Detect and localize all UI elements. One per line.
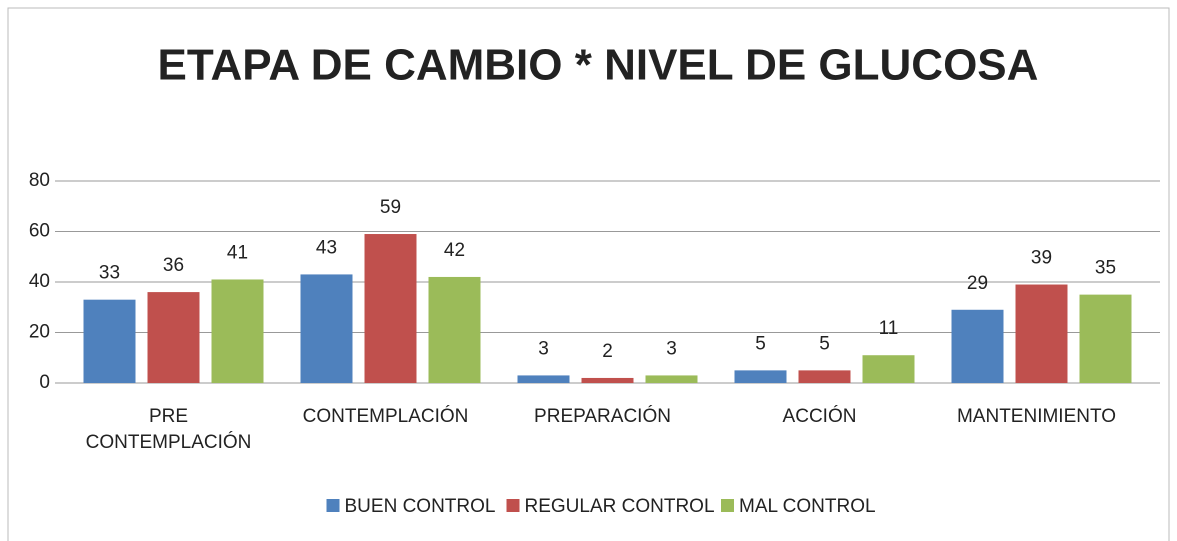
y-tick-label: 40 (29, 271, 50, 292)
data-label: 35 (1095, 258, 1116, 279)
x-tick-label: MANTENIMIENTO (956, 406, 1117, 427)
chart-border (7, 7, 1170, 541)
data-label: 3 (666, 338, 677, 359)
y-tick-label: 20 (29, 322, 50, 343)
x-tick-label: PRE CONTEMPLACIÓN (85, 406, 252, 453)
data-label: 29 (967, 273, 988, 294)
data-label: 5 (819, 333, 830, 354)
bar (428, 276, 481, 383)
bar (951, 309, 1004, 383)
bar (83, 299, 136, 383)
bar (862, 355, 915, 383)
bar (798, 370, 851, 383)
y-tick-label: 60 (29, 221, 50, 242)
data-label: 2 (602, 341, 613, 362)
data-label: 5 (755, 333, 766, 354)
data-label: 43 (316, 237, 337, 258)
y-tick-label: 0 (39, 372, 50, 393)
data-label: 36 (163, 255, 184, 276)
bar (1015, 284, 1068, 383)
bar (517, 375, 570, 383)
legend-label: BUEN CONTROL (345, 496, 496, 517)
legend-swatch (326, 499, 340, 512)
x-tick-label: PREPARACIÓN (534, 406, 671, 427)
legend-label: MAL CONTROL (739, 496, 876, 517)
bar (581, 377, 634, 383)
x-tick-label: ACCIÓN (782, 406, 857, 427)
data-label: 3 (538, 338, 549, 359)
data-label: 33 (99, 263, 120, 284)
data-label: 11 (879, 318, 899, 339)
legend-swatch (506, 499, 520, 512)
chart-title: ETAPA DE CAMBIO * NIVEL DE GLUCOSA (158, 41, 1039, 90)
legend-swatch (721, 499, 734, 512)
data-label: 39 (1031, 248, 1052, 269)
data-label: 59 (380, 197, 401, 218)
data-label: 42 (444, 240, 465, 261)
bar (147, 292, 200, 383)
bar (364, 234, 417, 383)
bar (1079, 294, 1132, 383)
bar (645, 375, 698, 383)
bar (211, 279, 264, 383)
bar (300, 274, 353, 383)
data-label: 41 (227, 242, 248, 263)
x-tick-label: CONTEMPLACIÓN (302, 406, 469, 427)
y-tick-label: 80 (29, 170, 50, 191)
bar (734, 370, 787, 383)
legend-label: REGULAR CONTROL (525, 496, 715, 517)
